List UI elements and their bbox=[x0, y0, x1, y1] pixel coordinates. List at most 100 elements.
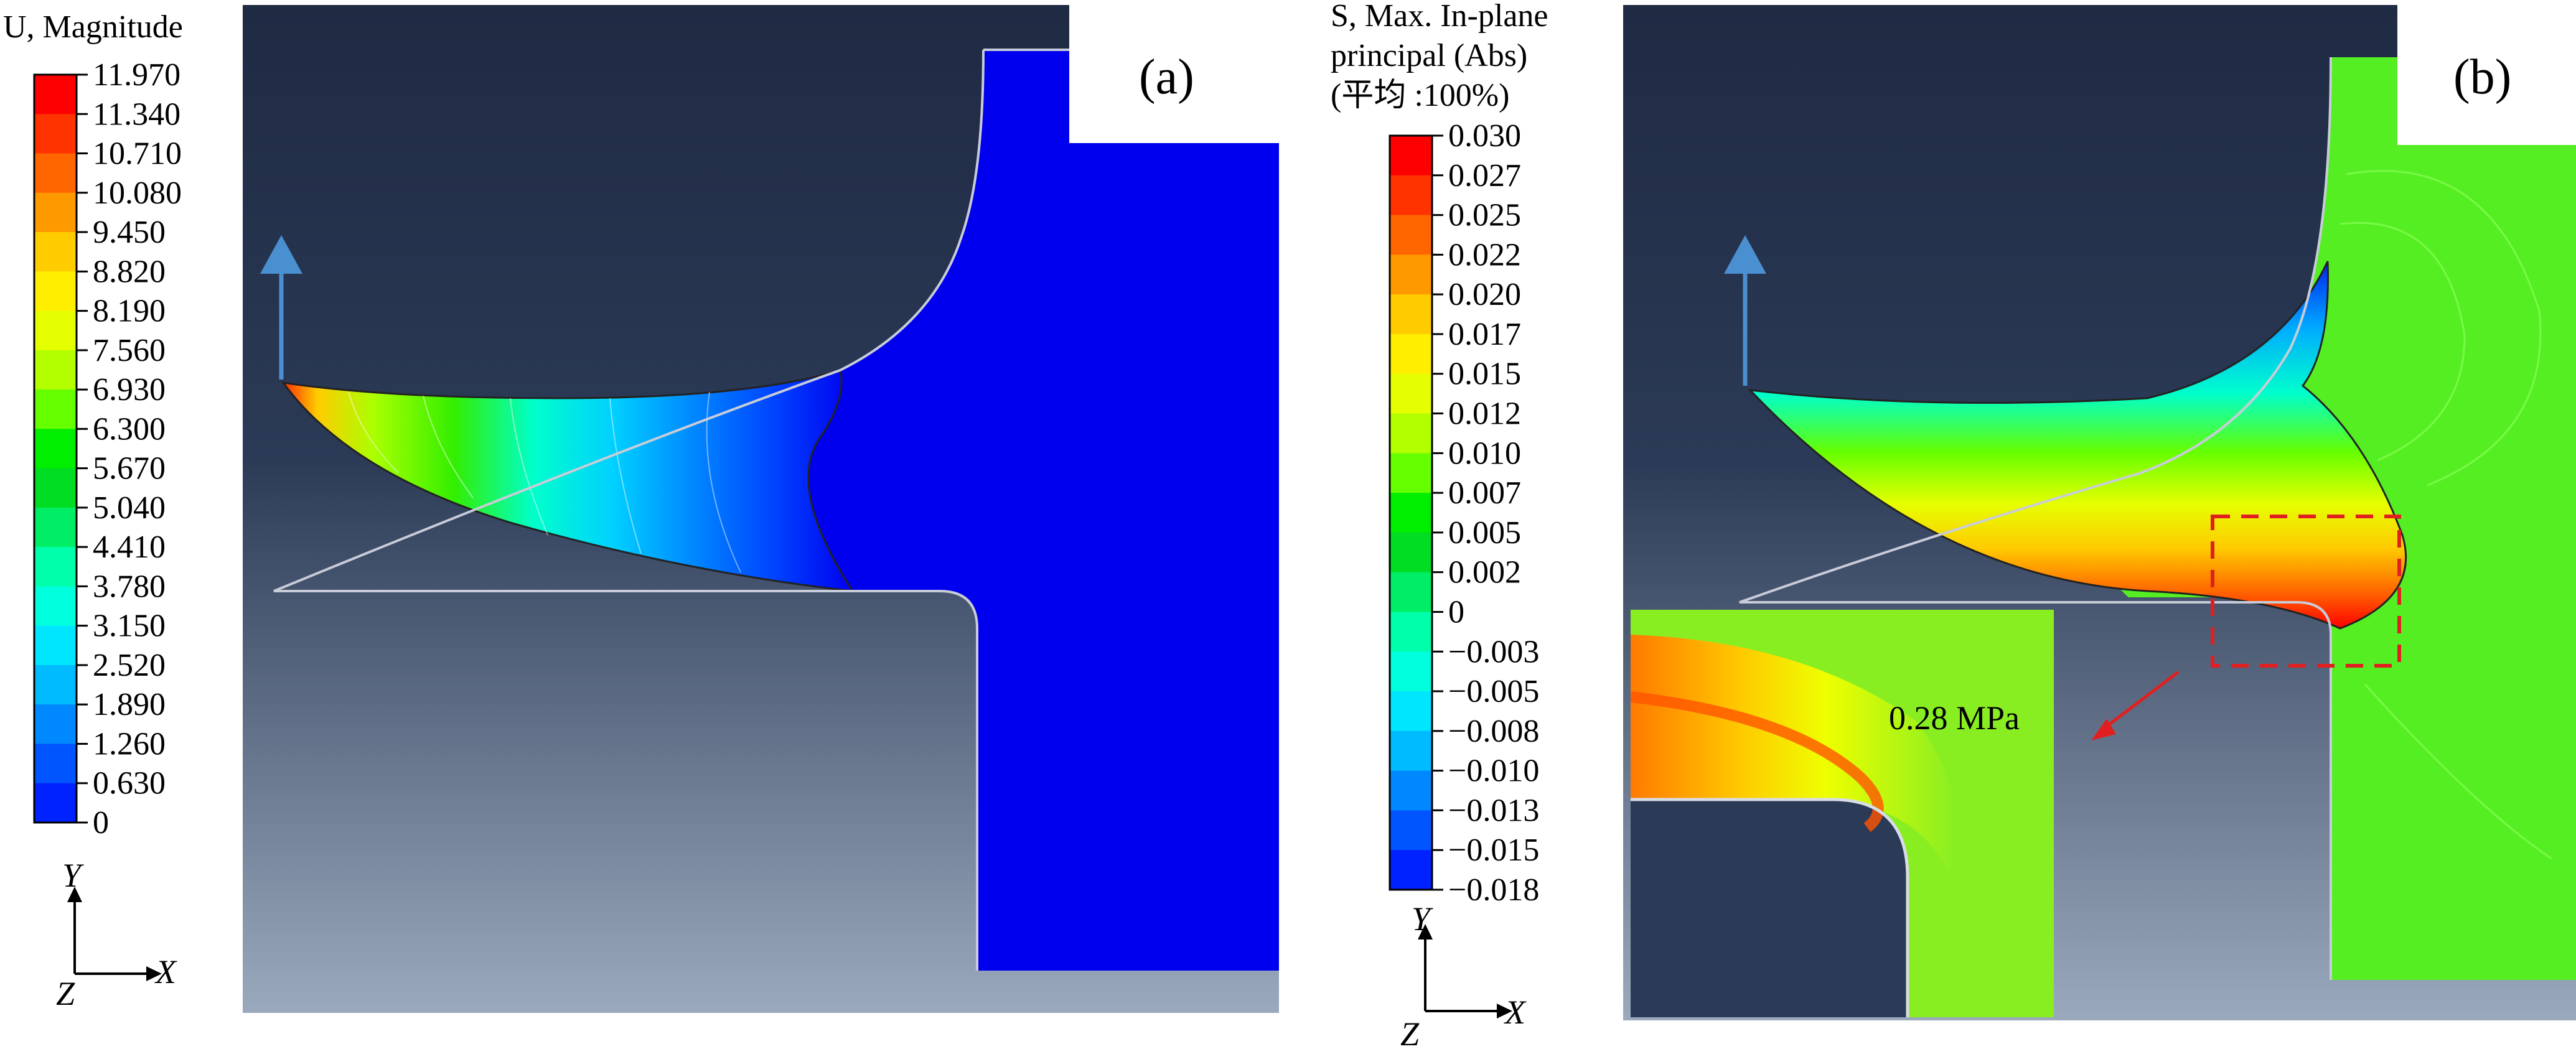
legend-b-title-line-3: (平均 :100%) bbox=[1331, 78, 1509, 113]
axes-triad-b: Y X Z bbox=[1400, 900, 1527, 1049]
panel-a-tag: (a) bbox=[1139, 50, 1194, 105]
panel-a-contour-lines bbox=[348, 391, 741, 573]
legend-tick-label: 0 bbox=[93, 805, 109, 841]
legend-b-title-line-2: principal (Abs) bbox=[1331, 38, 1527, 73]
panel-a-undeformed-outline bbox=[273, 49, 985, 971]
legend-tick-label: 0.012 bbox=[1448, 396, 1521, 432]
legend-swatch bbox=[1390, 612, 1432, 652]
legend-tick-label: 10.080 bbox=[93, 175, 182, 211]
legend-swatch bbox=[34, 232, 77, 272]
legend-tick-label: 0.007 bbox=[1448, 475, 1521, 511]
legend-b: S, Max. In-plane principal (Abs) (平均 :10… bbox=[1331, 0, 1548, 908]
legend-swatch bbox=[34, 75, 77, 114]
legend-tick-label: 11.340 bbox=[93, 96, 180, 132]
legend-tick-label: 0.030 bbox=[1448, 118, 1521, 154]
legend-swatch bbox=[1390, 651, 1432, 692]
legend-tick-label: 0.015 bbox=[1448, 357, 1521, 392]
legend-tick-label: 0.027 bbox=[1448, 158, 1521, 193]
legend-tick-label: −0.008 bbox=[1448, 714, 1539, 749]
legend-tick-label: 0.022 bbox=[1448, 237, 1521, 273]
legend-swatch bbox=[34, 664, 77, 705]
inset-stress-field bbox=[1631, 635, 1956, 871]
legend-tick-label: 5.040 bbox=[93, 490, 166, 526]
legend-swatch bbox=[1390, 691, 1432, 732]
panel-b-load-arrow bbox=[1724, 235, 1766, 386]
legend-tick-label: 3.780 bbox=[93, 569, 166, 604]
panel-a-corner-white bbox=[1069, 5, 1279, 143]
legend-tick-label: −0.003 bbox=[1448, 634, 1539, 669]
legend-swatch bbox=[34, 310, 77, 351]
panel-b: 0.28 MPa (b) bbox=[1623, 5, 2576, 1020]
legend-frame bbox=[33, 73, 78, 824]
legend-swatch bbox=[34, 153, 77, 193]
legend-a-title: U, Magnitude bbox=[3, 9, 183, 45]
legend-swatch bbox=[1390, 532, 1432, 573]
legend-tick-label: 10.710 bbox=[93, 136, 182, 172]
axis-b-z-label: Z bbox=[1400, 1015, 1420, 1049]
legend-tick-label: 0.005 bbox=[1448, 515, 1521, 551]
axis-b-y-label: Y bbox=[1412, 900, 1433, 938]
legend-swatch bbox=[1390, 333, 1432, 375]
axis-a-y-label: Y bbox=[62, 857, 84, 894]
axes-triad-a: Y X Z bbox=[56, 857, 177, 1012]
legend-tick-label: 1.890 bbox=[93, 687, 166, 722]
legend-swatch bbox=[1390, 730, 1432, 772]
legend-tick-label: −0.018 bbox=[1448, 872, 1539, 908]
legend-swatch bbox=[34, 704, 77, 744]
legend-tick-label: 5.670 bbox=[93, 451, 166, 487]
legend-swatch bbox=[34, 547, 77, 587]
legend-swatch bbox=[34, 507, 77, 548]
legend-swatch bbox=[34, 271, 77, 312]
zoom-inset: 0.28 MPa bbox=[1631, 610, 2054, 1017]
legend-swatch bbox=[1390, 850, 1432, 890]
legend-tick-label: 0.002 bbox=[1448, 555, 1521, 590]
legend-tick-label: 6.930 bbox=[93, 372, 166, 408]
legend-tick-label: 4.410 bbox=[93, 529, 166, 565]
legend-swatch bbox=[34, 192, 77, 233]
legend-tick-label: 11.970 bbox=[93, 57, 180, 93]
legend-swatch bbox=[1390, 413, 1432, 454]
legend-tick-label: 8.190 bbox=[93, 294, 166, 329]
legend-swatch bbox=[34, 586, 77, 627]
legend-swatch bbox=[1390, 175, 1432, 216]
legend-tick-label: −0.010 bbox=[1448, 753, 1539, 789]
legend-tick-label: 0.017 bbox=[1448, 317, 1521, 352]
axis-b-x-label: X bbox=[1504, 994, 1527, 1031]
inset-edge-outline bbox=[1631, 798, 1909, 1017]
axis-a-z-label: Z bbox=[56, 975, 75, 1012]
zoom-region-box bbox=[2211, 515, 2401, 668]
legend-tick-label: 8.820 bbox=[93, 254, 166, 289]
legend-tick-label: 6.300 bbox=[93, 411, 166, 447]
legend-swatch bbox=[1390, 770, 1432, 811]
callout-arrow bbox=[2091, 671, 2180, 740]
legend-swatch bbox=[1390, 572, 1432, 612]
legend-tick-label: 1.260 bbox=[93, 726, 166, 762]
legend-b-ticks: 0.030 0.027 0.025 0.022 0.020 0.017 0.015 0.012… bbox=[1432, 118, 1539, 908]
legend-tick-label: 0.630 bbox=[93, 766, 166, 801]
axis-a-x-label: X bbox=[154, 953, 177, 991]
legend-tick-label: 2.520 bbox=[93, 648, 166, 683]
legend-b-title-line-1: S, Max. In-plane bbox=[1331, 0, 1548, 34]
legend-a-colorbar bbox=[33, 73, 78, 824]
legend-swatch bbox=[1390, 373, 1432, 414]
legend-tick-label: 0.025 bbox=[1448, 198, 1521, 233]
legend-swatch bbox=[1390, 215, 1432, 255]
legend-swatch bbox=[1390, 254, 1432, 295]
legend-swatch bbox=[1390, 136, 1432, 176]
legend-tick-label: −0.005 bbox=[1448, 674, 1539, 709]
panel-b-corner-white bbox=[2397, 5, 2576, 145]
legend-tick-label: −0.015 bbox=[1448, 832, 1539, 868]
panel-a: (a) bbox=[243, 5, 1279, 1013]
inset-inner-contour bbox=[1631, 691, 1884, 832]
legend-swatch bbox=[1390, 294, 1432, 335]
legend-swatch bbox=[1390, 453, 1432, 493]
legend-tick-label: 7.560 bbox=[93, 333, 166, 368]
legend-swatch bbox=[1390, 810, 1432, 851]
legend-frame bbox=[1389, 134, 1433, 891]
legend-tick-label: 3.150 bbox=[93, 608, 166, 644]
legend-swatch bbox=[34, 389, 77, 429]
panel-a-rigid-body bbox=[804, 50, 1279, 971]
